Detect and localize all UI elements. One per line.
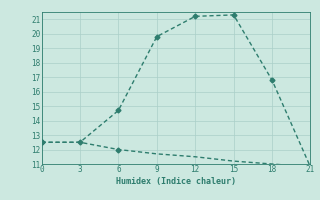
X-axis label: Humidex (Indice chaleur): Humidex (Indice chaleur) xyxy=(116,177,236,186)
